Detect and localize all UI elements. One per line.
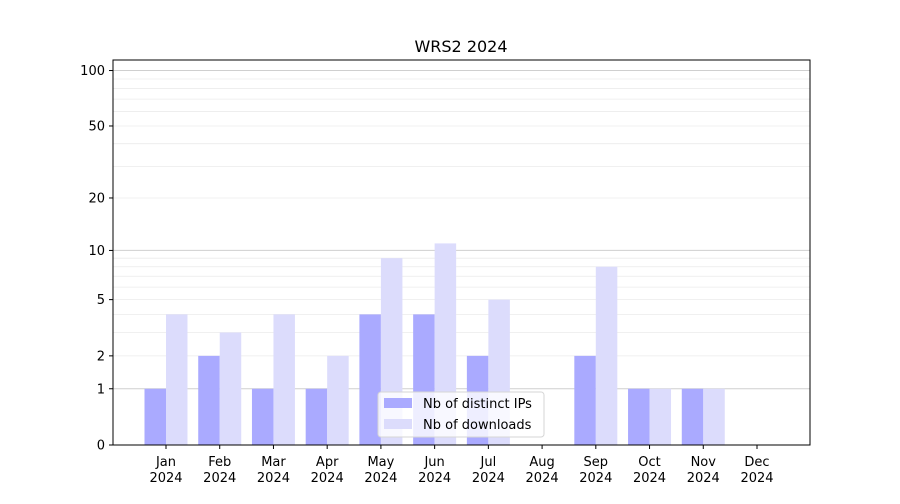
bar-downloads: [703, 388, 725, 445]
x-tick-label: Apr: [316, 455, 339, 470]
bar-distinct-ips: [198, 355, 220, 445]
x-tick-label: Jun: [423, 455, 444, 470]
x-tick-label: 2024: [364, 471, 397, 486]
plot-frame: [112, 59, 811, 446]
x-tick-label: 2024: [257, 471, 290, 486]
legend-label: Nb of downloads: [423, 418, 532, 433]
y-tick-label: 100: [80, 64, 105, 79]
y-tick-label: 50: [88, 119, 105, 134]
x-tick-label: May: [367, 455, 394, 470]
y-tick-label: 20: [88, 191, 105, 206]
legend-box: [377, 391, 545, 438]
y-tick-label: 0: [97, 439, 105, 454]
bar-downloads: [273, 314, 295, 445]
bar-downloads: [166, 314, 188, 445]
x-tick-label: Sep: [584, 455, 609, 470]
x-tick-label: Oct: [638, 455, 660, 470]
x-tick-label: 2024: [526, 471, 559, 486]
x-tick-label: Aug: [529, 455, 554, 470]
x-tick-label: 2024: [579, 471, 612, 486]
bar-distinct-ips: [251, 388, 274, 445]
bar-downloads: [219, 332, 242, 445]
legend-swatch: [384, 398, 412, 408]
x-tick-label: 2024: [203, 471, 236, 486]
bar-distinct-ips: [628, 388, 650, 445]
bar-downloads: [327, 355, 349, 445]
legend: Nb of distinct IPs Nb of downloads: [377, 391, 545, 438]
y-tick-label: 10: [88, 244, 105, 259]
bar-distinct-ips: [681, 388, 704, 445]
x-tick-label: Jul: [480, 455, 497, 470]
y-tick-label: 2: [97, 349, 105, 364]
bar-distinct-ips: [574, 355, 596, 445]
bar-downloads: [649, 388, 672, 445]
x-tick-label: Jan: [155, 455, 176, 470]
x-tick-label: 2024: [633, 471, 666, 486]
x-tick-label: 2024: [687, 471, 720, 486]
x-tick-label: 2024: [472, 471, 505, 486]
x-tick-label: Feb: [208, 455, 231, 470]
x-tick-label: Mar: [261, 455, 286, 470]
bar-downloads: [595, 266, 618, 445]
y-tick-label: 1: [97, 382, 105, 397]
x-tick-label: Nov: [691, 455, 717, 470]
legend-label: Nb of distinct IPs: [423, 397, 532, 412]
bar-distinct-ips: [144, 388, 166, 445]
y-tick-label: 5: [97, 293, 105, 308]
chart-title: WRS2 2024: [414, 37, 507, 56]
x-tick-label: 2024: [740, 471, 773, 486]
legend-swatch: [384, 419, 412, 429]
x-tick-label: 2024: [149, 471, 182, 486]
x-tick-label: 2024: [418, 471, 451, 486]
x-tick-label: Dec: [744, 455, 769, 470]
bar-distinct-ips: [359, 314, 381, 445]
x-tick-label: 2024: [311, 471, 344, 486]
bar-distinct-ips: [305, 388, 328, 445]
